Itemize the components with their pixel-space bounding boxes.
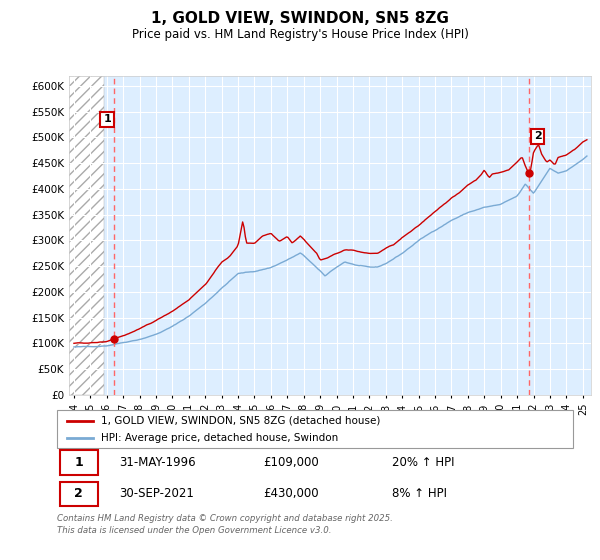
FancyBboxPatch shape xyxy=(59,450,98,475)
Bar xyxy=(69,76,104,395)
Text: £109,000: £109,000 xyxy=(263,456,319,469)
Text: 1, GOLD VIEW, SWINDON, SN5 8ZG: 1, GOLD VIEW, SWINDON, SN5 8ZG xyxy=(151,11,449,26)
Text: 8% ↑ HPI: 8% ↑ HPI xyxy=(392,487,448,501)
Text: £430,000: £430,000 xyxy=(263,487,319,501)
Text: 30-SEP-2021: 30-SEP-2021 xyxy=(119,487,194,501)
Text: 1, GOLD VIEW, SWINDON, SN5 8ZG (detached house): 1, GOLD VIEW, SWINDON, SN5 8ZG (detached… xyxy=(101,416,380,426)
Text: 31-MAY-1996: 31-MAY-1996 xyxy=(119,456,196,469)
FancyBboxPatch shape xyxy=(59,482,98,506)
FancyBboxPatch shape xyxy=(57,410,573,448)
Text: HPI: Average price, detached house, Swindon: HPI: Average price, detached house, Swin… xyxy=(101,433,338,444)
Text: 1: 1 xyxy=(74,456,83,469)
Text: 20% ↑ HPI: 20% ↑ HPI xyxy=(392,456,455,469)
Text: Price paid vs. HM Land Registry's House Price Index (HPI): Price paid vs. HM Land Registry's House … xyxy=(131,28,469,41)
Text: Contains HM Land Registry data © Crown copyright and database right 2025.
This d: Contains HM Land Registry data © Crown c… xyxy=(57,514,393,535)
Text: 2: 2 xyxy=(74,487,83,501)
Text: 2: 2 xyxy=(534,132,542,141)
Text: 1: 1 xyxy=(103,114,111,124)
